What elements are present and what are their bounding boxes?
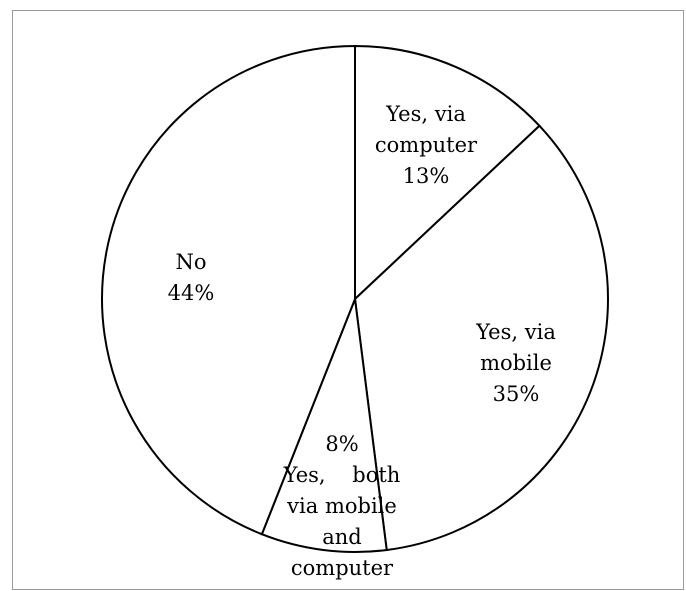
pie-slice-label-line: Yes, both bbox=[283, 463, 401, 487]
pie-slice-label-line: No bbox=[175, 250, 206, 274]
pie-slice-label-line: Yes, via bbox=[385, 102, 466, 126]
pie-slice-label-2: 8% Yes, both via mobile and computer bbox=[283, 432, 401, 580]
pie-slice-label-line: computer bbox=[291, 556, 394, 580]
pie-slice-2 bbox=[260, 298, 388, 553]
pie-slices bbox=[101, 44, 609, 553]
pie-labels: Yes, via computer 13% Yes, via mobile 35% 8% Ye… bbox=[168, 102, 556, 580]
pie-slice-label-1: Yes, via mobile 35% bbox=[475, 320, 556, 406]
pie-slice-label-3: No 44% bbox=[168, 250, 215, 305]
pie-slice-label-line: mobile bbox=[480, 351, 552, 375]
pie-slice-1 bbox=[353, 124, 609, 552]
pie-slice-label-line: and bbox=[322, 525, 362, 549]
chart-frame: Yes, via computer 13% Yes, via mobile 35% 8% Ye… bbox=[12, 10, 684, 590]
pie-slice-3 bbox=[101, 44, 356, 536]
pie-slice-label-line: 44% bbox=[168, 281, 215, 305]
pie-slice-label-line: computer bbox=[375, 133, 478, 157]
pie-slice-label-line: 35% bbox=[493, 382, 540, 406]
pie-slice-label-0: Yes, via computer 13% bbox=[375, 102, 478, 188]
pie-slice-label-line: 8% bbox=[325, 432, 358, 456]
pie-slice-label-line: via mobile bbox=[286, 494, 397, 518]
pie-chart: Yes, via computer 13% Yes, via mobile 35% 8% Ye… bbox=[101, 44, 609, 580]
pie-slice-0 bbox=[354, 44, 541, 302]
pie-slice-label-line: 13% bbox=[403, 164, 450, 188]
pie-slice-label-line: Yes, via bbox=[475, 320, 556, 344]
